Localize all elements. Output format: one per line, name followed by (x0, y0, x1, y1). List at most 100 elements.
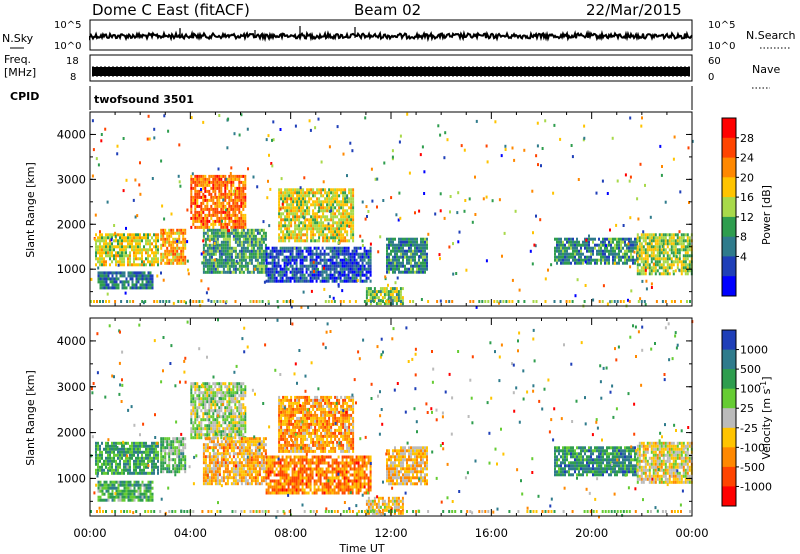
data-cell (315, 267, 318, 271)
data-cell (316, 239, 319, 243)
data-speckle (314, 126, 317, 130)
data-cell (334, 239, 337, 243)
data-cell (252, 240, 255, 244)
data-cell (182, 255, 185, 259)
data-cell (123, 283, 126, 287)
data-cell (190, 186, 193, 190)
data-cell (131, 286, 134, 290)
data-cell (168, 240, 171, 244)
data-cell (212, 174, 215, 178)
data-cell (388, 246, 390, 250)
data-cell (355, 261, 358, 265)
data-cell (139, 462, 141, 466)
data-cell (133, 492, 136, 496)
data-cell (311, 252, 314, 256)
data-speckle (627, 242, 630, 246)
data-cell (220, 201, 223, 205)
data-cell (267, 276, 270, 280)
data-cell (338, 233, 341, 237)
data-cell (212, 424, 215, 428)
data-cell (176, 470, 179, 474)
data-cell (97, 280, 100, 284)
data-cell (666, 266, 669, 270)
data-cell (200, 430, 203, 434)
data-cell (306, 230, 309, 234)
data-cell (556, 249, 558, 253)
data-cell (119, 450, 121, 454)
data-cell (121, 260, 123, 264)
data-cell (316, 212, 319, 216)
data-cell (212, 261, 215, 265)
data-cell (125, 239, 127, 243)
data-cell (570, 252, 572, 256)
data-cell (676, 248, 679, 252)
data-cell (135, 450, 137, 454)
data-cell (332, 227, 335, 231)
data-cell (206, 397, 209, 401)
data-cell (224, 382, 227, 386)
data-cell (303, 255, 306, 259)
data-cell (198, 183, 201, 187)
data-cell (636, 257, 639, 261)
data-cell (153, 462, 155, 466)
data-cell (282, 197, 285, 201)
data-cell (176, 249, 179, 253)
data-speckle (534, 244, 537, 248)
data-cell (214, 397, 217, 401)
data-cell (236, 240, 239, 244)
data-cell (178, 455, 181, 459)
data-cell (99, 447, 101, 451)
data-cell (340, 200, 343, 204)
data-cell (176, 449, 179, 453)
data-cell (196, 177, 199, 181)
data-cell (280, 212, 283, 216)
data-cell (125, 480, 128, 484)
data-ground (354, 300, 357, 303)
data-cell (117, 495, 120, 499)
data-cell (318, 215, 321, 219)
data-cell (143, 471, 145, 475)
data-speckle (162, 278, 165, 282)
data-cell (680, 242, 683, 246)
data-cell (365, 293, 368, 297)
data-cell (606, 249, 608, 253)
data-ground (484, 300, 487, 303)
data-cell (168, 228, 171, 232)
data-cell (361, 255, 364, 259)
data-cell (99, 444, 101, 448)
data-cell (216, 382, 219, 386)
data-cell (290, 209, 293, 213)
data-cell (244, 195, 247, 199)
data-cell (260, 270, 263, 274)
data-cell (660, 248, 663, 252)
data-cell (287, 258, 290, 262)
data-cell (151, 274, 154, 278)
data-cell (206, 249, 209, 253)
data-cell (125, 483, 128, 487)
data-cell (318, 188, 321, 192)
data-cell (636, 260, 639, 264)
data-cell (129, 233, 131, 237)
data-cell (200, 424, 203, 428)
data-cell (117, 251, 119, 255)
data-cell (234, 225, 237, 229)
data-cell (105, 465, 107, 469)
data-cell (174, 437, 177, 441)
data-cell (155, 233, 157, 237)
data-cell (149, 492, 152, 496)
data-cell (287, 246, 290, 250)
data-cell (660, 236, 663, 240)
data-cell (222, 427, 225, 431)
data-cell (170, 470, 173, 474)
data-cell (214, 249, 217, 253)
data-cell (392, 264, 394, 268)
data-cell (105, 251, 107, 255)
data-cell (192, 382, 195, 386)
data-cell (626, 261, 628, 265)
data-cell (292, 197, 295, 201)
data-cell (582, 243, 584, 247)
data-speckle (395, 213, 398, 217)
data-cell (311, 279, 314, 283)
data-cell (332, 239, 335, 243)
data-cell (338, 218, 341, 222)
